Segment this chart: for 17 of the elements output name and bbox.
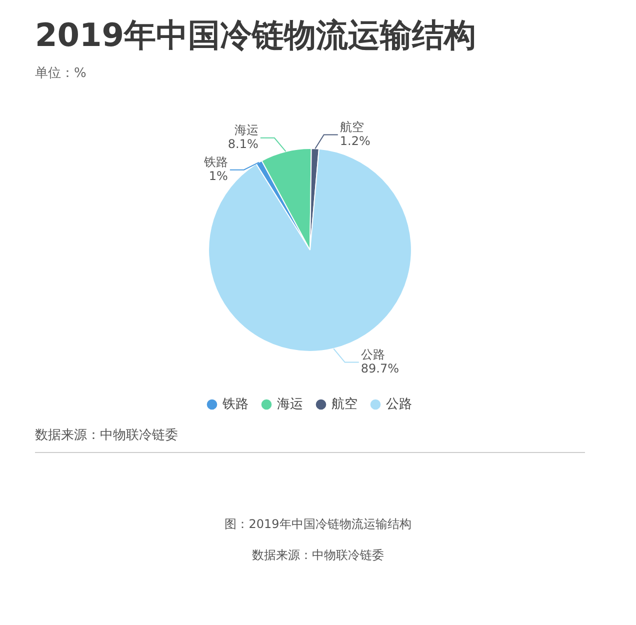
legend-label: 海运 [277,396,303,412]
text: 图：2019年中国冷链物流运输结构 [224,516,412,533]
text: 单位：% [35,65,86,82]
slice-label: 海运 [234,123,258,138]
source-note: 数据来源：中物联冷链委 [251,547,385,564]
data-label: 8.1% [228,137,258,152]
slice-label: 公路 [360,347,385,362]
legend-label: 铁路 [222,396,248,412]
data-label: 1% [208,169,228,184]
legend-label: 公路 [386,396,412,412]
slice-label: 航空 [340,120,364,134]
chart-title: 2019年中国冷链物流运输结构 [35,15,476,56]
legend-label: 航空 [332,396,358,412]
data-label: 89.7% [360,361,399,376]
slice-label: 铁路 [202,155,228,170]
source-note: 数据来源：中物联冷链委 [35,427,178,444]
data-label: 1.2% [340,134,370,148]
